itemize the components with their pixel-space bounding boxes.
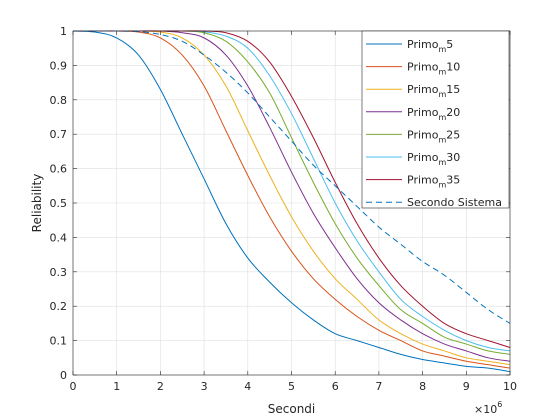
legend-label: Primom5 [407,38,453,54]
y-tick-label: 0.6 [50,163,68,176]
x-tick-label: 5 [288,380,295,393]
y-tick-label: 0.4 [50,231,68,244]
legend-name: Primo [407,61,439,74]
legend-subscript: m [438,45,446,54]
x-axis-exponent: ×106 [474,400,502,416]
x-tick-label: 8 [419,380,426,393]
y-tick-label: 0.2 [50,300,68,313]
y-tick-label: 0.9 [50,59,68,72]
series-line-secondo-sistema [73,30,511,324]
legend-name: Primo [407,174,439,187]
y-tick-label: 0.3 [50,266,68,279]
legend: Primom5Primom10Primom15Primom20Primom25P… [361,30,510,209]
x-tick-label: 7 [375,380,382,393]
x-tick-label: 9 [463,380,470,393]
legend-subscript: m [438,158,446,167]
legend-suffix: 10 [446,61,460,74]
y-axis-label: Reliability [30,174,44,233]
legend-suffix: 30 [446,151,460,164]
legend-label: Primom30 [407,151,460,167]
legend-name: Primo [407,151,439,164]
y-tick-label: 0.7 [50,128,68,141]
legend-suffix: 25 [446,128,460,141]
legend-name: Primo [407,106,439,119]
legend-box [361,30,510,209]
x-tick-label: 10 [503,380,517,393]
legend-name: Primo [407,38,439,51]
y-tick-label: 1 [60,25,67,38]
series-line-primo-m-5 [72,30,511,373]
legend-label: Primom10 [407,61,460,77]
legend-name: Primo [407,83,439,96]
y-tick-label: 0.8 [50,94,68,107]
legend-suffix: 5 [446,38,453,51]
x-tick-label: 6 [332,380,339,393]
legend-label: Primom35 [407,174,460,190]
x-exponent-power: 6 [497,400,502,409]
legend-label: Secondo Sistema [407,196,502,209]
y-tick-label: 0 [60,369,67,382]
x-tick-label: 0 [70,380,77,393]
legend-label: Primom25 [407,128,460,144]
legend-name: Primo [407,128,439,141]
legend-subscript: m [438,68,446,77]
legend-label: Primom15 [407,83,460,99]
x-axis-label: Secondi [268,402,316,416]
x-exponent-base: ×10 [474,403,497,416]
legend-subscript: m [438,181,446,190]
legend-suffix: 35 [446,174,460,187]
x-tick-label: 3 [201,380,208,393]
legend-subscript: m [438,113,446,122]
x-tick-label: 1 [113,380,120,393]
legend-label: Primom20 [407,106,460,122]
tick-labels: 0 1 2 3 4 5 6 7 8 9 10 0 0.1 0.2 0.3 0.4 0.5 0.6 0.7 0.8 0.9… [50,25,518,393]
x-tick-label: 4 [244,380,251,393]
legend-suffix: 20 [446,106,460,119]
y-tick-label: 0.5 [50,197,68,210]
legend-name: Secondo Sistema [407,196,502,209]
legend-suffix: 15 [446,83,460,96]
legend-subscript: m [438,90,446,99]
y-tick-label: 0.1 [50,335,68,348]
legend-subscript: m [438,135,446,144]
x-tick-label: 2 [157,380,164,393]
series-line-primo-m-10 [73,30,511,369]
